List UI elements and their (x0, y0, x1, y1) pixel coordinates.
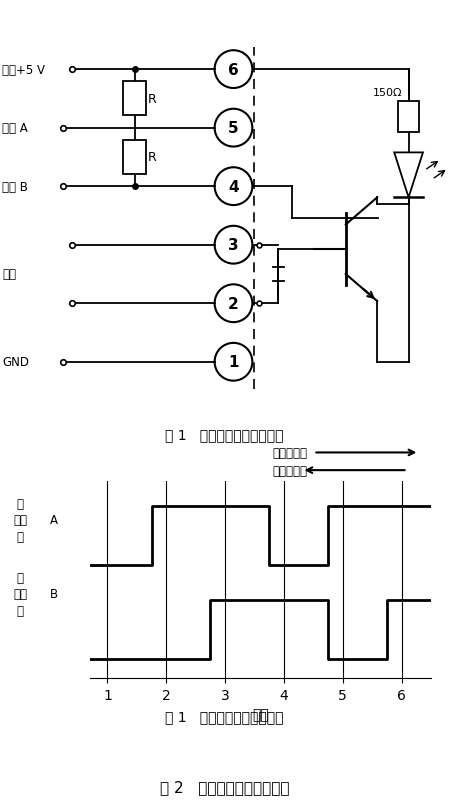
Text: A: A (50, 514, 58, 527)
Text: 顺时针旋转: 顺时针旋转 (273, 446, 308, 459)
Text: 输出 B: 输出 B (2, 181, 28, 194)
Bar (123, 141, 146, 174)
Text: 图 1   光电编码器的内部电路: 图 1 光电编码器的内部电路 (165, 427, 284, 442)
Text: 高: 高 (17, 498, 24, 511)
Text: B: B (50, 588, 58, 601)
Text: 低: 低 (17, 530, 24, 543)
Text: 2: 2 (228, 296, 239, 312)
Bar (123, 83, 146, 116)
Bar (399, 101, 419, 133)
Text: 6: 6 (228, 63, 239, 78)
Text: R: R (148, 151, 157, 164)
Text: 150Ω: 150Ω (372, 88, 402, 97)
Text: 输出 A: 输出 A (2, 122, 28, 135)
Text: 4: 4 (228, 179, 239, 194)
Text: 高: 高 (17, 572, 24, 585)
Text: 电源+5 V: 电源+5 V (2, 63, 45, 76)
Text: 图 1   光电编码器的内部电路: 图 1 光电编码器的内部电路 (165, 709, 284, 724)
Text: 输出: 输出 (13, 588, 27, 601)
Text: 1: 1 (228, 355, 239, 370)
X-axis label: 位置: 位置 (252, 707, 269, 722)
Text: 5: 5 (228, 121, 239, 136)
Text: 按键: 按键 (2, 268, 16, 281)
Text: 3: 3 (228, 238, 239, 253)
Text: 图 2   光电编码器的输出波形: 图 2 光电编码器的输出波形 (160, 780, 289, 794)
Text: 低: 低 (17, 604, 24, 617)
Text: 输出: 输出 (13, 514, 27, 527)
Text: GND: GND (2, 356, 29, 369)
Polygon shape (394, 153, 423, 198)
Text: R: R (148, 93, 157, 106)
Text: 逆时针旋转: 逆时针旋转 (273, 464, 308, 477)
